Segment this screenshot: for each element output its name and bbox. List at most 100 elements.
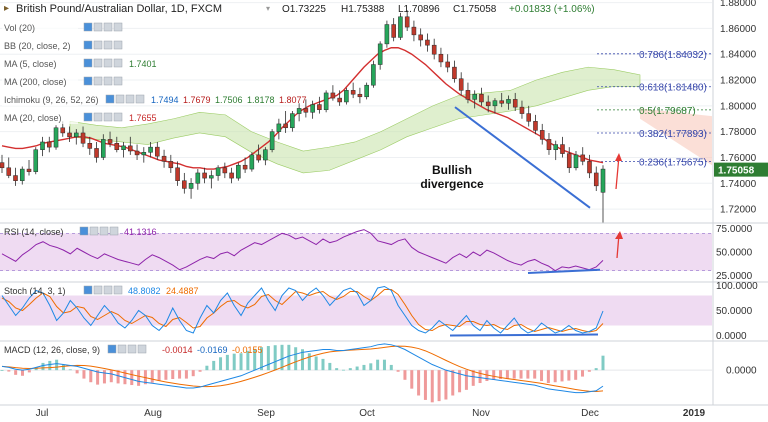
candle[interactable] (202, 167, 207, 184)
candle[interactable] (485, 95, 491, 113)
more-icon[interactable] (113, 112, 123, 122)
candle[interactable] (74, 129, 79, 145)
more-icon[interactable] (137, 344, 147, 354)
more-icon[interactable] (113, 40, 123, 50)
candle[interactable] (465, 82, 471, 104)
candle[interactable] (526, 105, 531, 127)
candle[interactable] (391, 18, 396, 42)
close-icon[interactable] (103, 22, 113, 32)
candle[interactable] (283, 111, 288, 133)
candle[interactable] (161, 149, 167, 168)
candle[interactable] (539, 123, 545, 145)
candle[interactable] (296, 103, 302, 122)
stoch-d-line[interactable] (1, 289, 604, 333)
candle[interactable] (364, 82, 369, 100)
candle[interactable] (188, 178, 194, 199)
candle[interactable] (134, 144, 140, 161)
divergence-trendline-price[interactable] (454, 106, 591, 209)
candle[interactable] (418, 28, 423, 47)
close-icon[interactable] (103, 58, 113, 68)
candle[interactable] (479, 87, 484, 106)
candle[interactable] (452, 60, 457, 83)
price-panel[interactable]: 0.786(1.84032) 0.618(1.81480) 0.5(1.79687)… (0, 2, 712, 224)
candle[interactable] (445, 54, 450, 73)
indicator-legend-row[interactable]: Ichimoku (9, 26, 52, 26) 1.7494 1.7679 1.75… (2, 94, 307, 106)
candle[interactable] (546, 132, 552, 155)
candle[interactable] (472, 90, 477, 109)
candle[interactable] (222, 162, 228, 179)
candle[interactable] (371, 60, 376, 88)
candle[interactable] (512, 92, 518, 111)
candle[interactable] (587, 154, 592, 179)
candle[interactable] (46, 136, 52, 153)
candle[interactable] (276, 118, 282, 140)
divergence-trendline-stoch[interactable] (449, 333, 599, 337)
settings-icon[interactable] (115, 94, 125, 104)
macd-panel[interactable]: MACD (12, 26, close, 9) -0.0014 -0.0169 -0.… (0, 340, 768, 403)
candle[interactable] (600, 165, 606, 224)
eye-icon[interactable] (83, 22, 93, 32)
candle[interactable] (411, 20, 417, 42)
close-icon[interactable] (103, 112, 113, 122)
close-icon[interactable] (103, 285, 113, 295)
settings-icon[interactable] (93, 22, 103, 32)
more-icon[interactable] (113, 285, 123, 295)
candle[interactable] (458, 72, 464, 96)
candle[interactable] (431, 38, 437, 60)
candle[interactable] (519, 100, 525, 119)
candle[interactable] (425, 33, 430, 52)
candle[interactable] (303, 99, 309, 118)
eye-icon[interactable] (83, 40, 93, 50)
candle[interactable] (107, 131, 113, 148)
indicator-legend-row[interactable]: Vol (20) (2, 22, 123, 34)
candle[interactable] (121, 141, 126, 158)
candle[interactable] (155, 141, 160, 161)
more-icon[interactable] (113, 76, 123, 86)
indicator-legend-row[interactable]: MA (5, close) 1.7401 (2, 58, 157, 70)
candle[interactable] (317, 96, 322, 114)
price-axis[interactable]: 1.88000 1.86000 1.84000 1.82000 1.80000 1.780… (712, 0, 768, 405)
candle[interactable] (13, 167, 18, 186)
candle[interactable] (195, 169, 201, 190)
candle[interactable] (580, 147, 586, 166)
eye-icon[interactable] (107, 344, 117, 354)
eye-icon[interactable] (83, 76, 93, 86)
candle[interactable] (398, 12, 403, 41)
settings-icon[interactable] (93, 112, 103, 122)
candle[interactable] (114, 136, 120, 153)
candle[interactable] (128, 136, 133, 155)
settings-icon[interactable] (93, 285, 103, 295)
rsi-line[interactable] (1, 229, 604, 272)
candle[interactable] (141, 147, 147, 163)
eye-icon[interactable] (83, 285, 93, 295)
dropdown-icon[interactable]: ▾ (266, 4, 270, 13)
candle[interactable] (263, 147, 268, 166)
candle[interactable] (94, 141, 99, 163)
candle[interactable] (256, 144, 261, 163)
candle[interactable] (215, 165, 221, 181)
settings-icon[interactable] (117, 344, 127, 354)
candle[interactable] (182, 172, 187, 194)
macd-line[interactable] (1, 343, 604, 394)
candle[interactable] (310, 100, 315, 119)
candle[interactable] (175, 161, 180, 186)
candle[interactable] (6, 157, 12, 179)
candle[interactable] (506, 95, 511, 110)
candle[interactable] (0, 154, 5, 173)
candle[interactable] (350, 82, 356, 99)
candle[interactable] (384, 20, 390, 48)
eye-icon[interactable] (83, 58, 93, 68)
more-icon[interactable] (109, 226, 119, 236)
candle[interactable] (40, 136, 45, 157)
divergence-trendline-rsi[interactable] (527, 268, 601, 274)
more-icon[interactable] (135, 94, 145, 104)
settings-icon[interactable] (93, 76, 103, 86)
candle[interactable] (290, 111, 295, 132)
rsi-panel[interactable]: RSI (14, close) 41.1316 75.0000 50.0000 25.0… (0, 222, 768, 282)
macd-signal-line[interactable] (1, 345, 604, 392)
candle[interactable] (404, 10, 410, 31)
settings-icon[interactable] (93, 58, 103, 68)
candle[interactable] (377, 41, 383, 70)
indicator-legend-row[interactable]: MA (200, close) (2, 76, 123, 88)
